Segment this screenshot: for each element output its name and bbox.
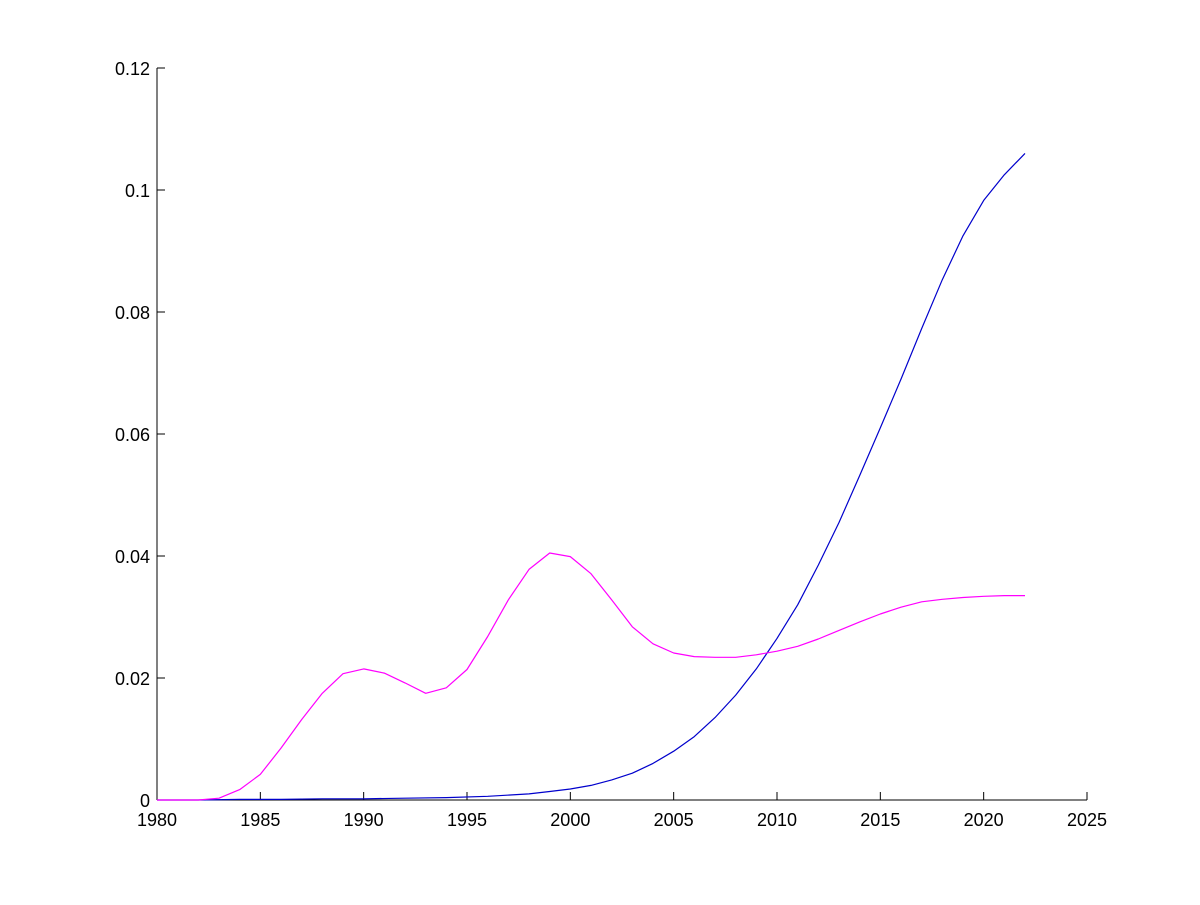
y-tick-label: 0.1: [125, 181, 150, 201]
y-tick-label: 0.06: [115, 425, 150, 445]
x-tick-label: 2010: [757, 810, 797, 830]
x-tick-label: 1990: [344, 810, 384, 830]
y-tick-label: 0.04: [115, 547, 150, 567]
x-tick-label: 1995: [447, 810, 487, 830]
x-tick-label: 2020: [964, 810, 1004, 830]
series-line-1: [157, 152, 1026, 801]
plot-lines: [157, 152, 1026, 801]
x-tick-label: 1985: [240, 810, 280, 830]
x-tick-label: 1980: [137, 810, 177, 830]
x-tick-label: 2025: [1067, 810, 1107, 830]
x-tick-label: 2000: [550, 810, 590, 830]
x-tick-label: 2015: [860, 810, 900, 830]
x-tick-label: 2005: [654, 810, 694, 830]
y-tick-label: 0: [140, 791, 150, 811]
axes: 1980 1985 1990 1995 2000 2005 2010 2015 2020 2025…: [115, 59, 1107, 830]
series-line-2: [157, 552, 1025, 801]
y-tick-label: 0.08: [115, 303, 150, 323]
y-tick-label: 0.12: [115, 59, 150, 79]
y-tick-label: 0.02: [115, 669, 150, 689]
